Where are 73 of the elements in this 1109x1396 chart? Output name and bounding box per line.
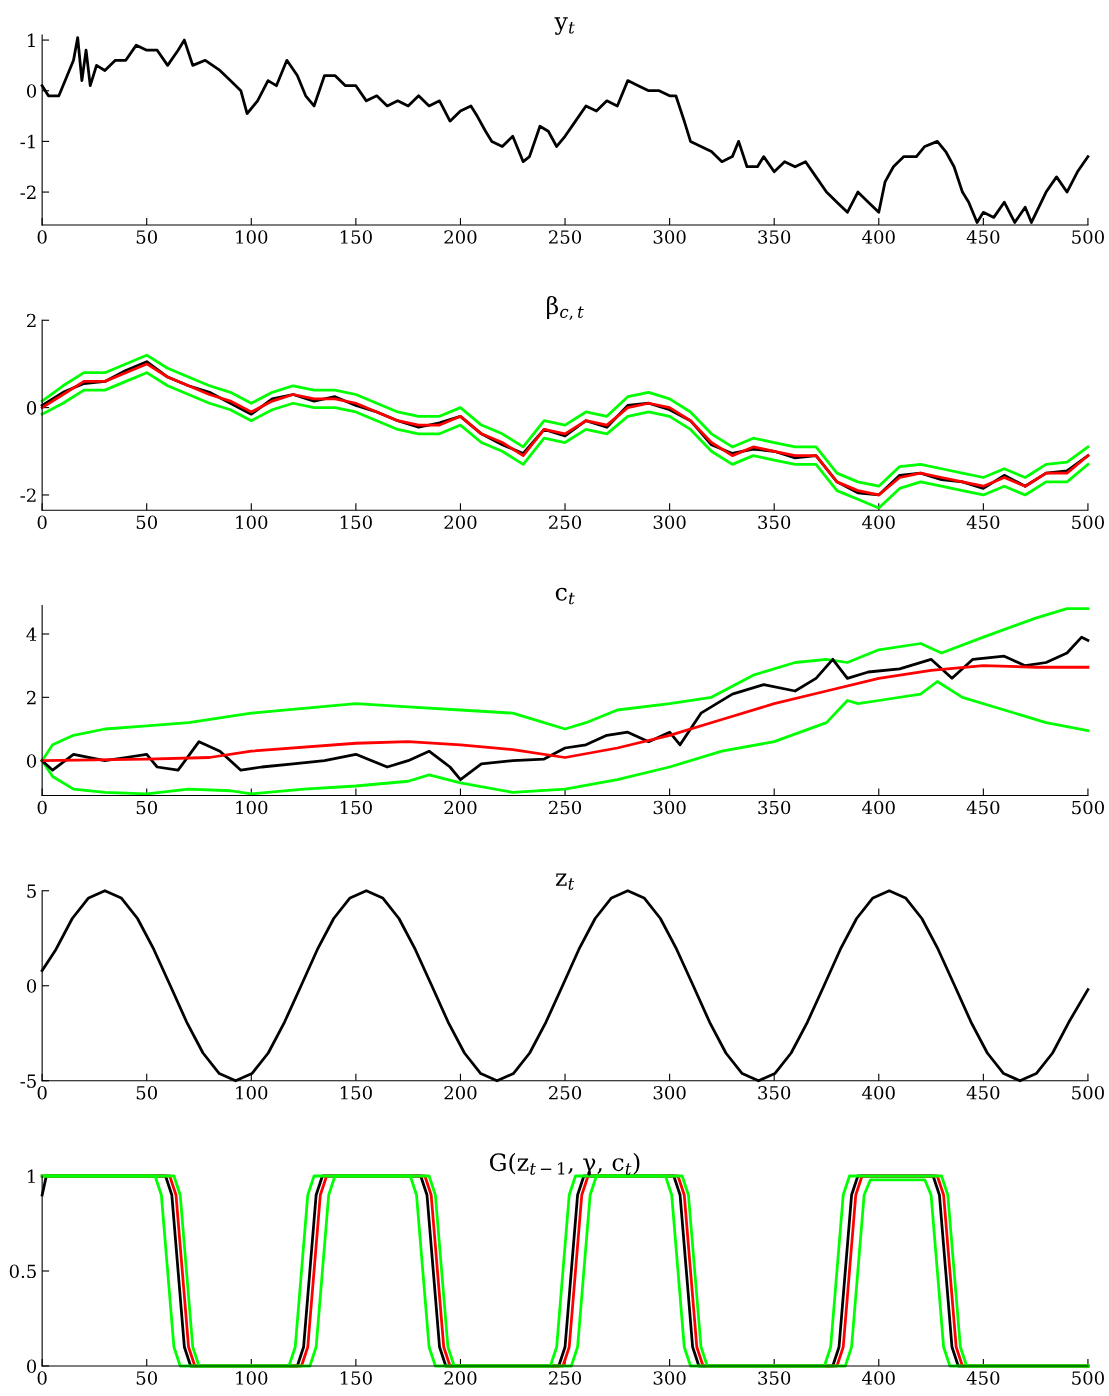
x-tick-label: 450	[966, 1085, 1000, 1100]
x-tick-label: 100	[236, 1371, 268, 1385]
x-tick-label: 200	[444, 800, 477, 815]
y-tick-label: 0.5	[9, 1264, 36, 1279]
x-tick-label: 500	[1072, 1085, 1104, 1100]
x-tick-label: 150	[340, 800, 372, 815]
x-tick-label: 300	[653, 1371, 686, 1385]
x-tick-label: 100	[236, 515, 268, 530]
y-tick-label: 0	[26, 754, 37, 768]
x-tick-label: 50	[136, 515, 158, 530]
x-tick-label: 400	[862, 1085, 895, 1100]
x-tick-label: 450	[966, 515, 1000, 530]
x-tick-label: 200	[444, 515, 477, 530]
x-tick-label: 400	[862, 230, 895, 244]
x-tick-label: 450	[966, 1371, 1000, 1385]
chart-title: β$_{c,t}$	[547, 295, 584, 320]
y-tick-label: 2	[27, 313, 36, 328]
chart-title: y$_{t}$	[554, 17, 575, 35]
y-tick-label: 4	[26, 627, 37, 641]
y-tick-label: -1	[20, 134, 35, 149]
y-tick-label: -2	[20, 185, 36, 199]
y-tick-label: 2	[27, 690, 36, 705]
x-tick-label: 50	[136, 230, 158, 244]
y-tick-label: 0	[26, 84, 37, 98]
x-tick-label: 450	[966, 800, 1000, 815]
x-tick-label: 50	[136, 1085, 158, 1100]
x-tick-label: 350	[758, 230, 791, 244]
chart-title: G(z$_{t−1}$, γ, c$_{t}$)	[489, 1152, 640, 1176]
y-tick-label: 1	[28, 1169, 35, 1183]
x-tick-label: 500	[1072, 515, 1104, 530]
x-tick-label: 300	[653, 800, 686, 815]
x-tick-label: 250	[549, 515, 582, 530]
y-tick-label: 5	[27, 884, 36, 898]
x-tick-label: 500	[1072, 1371, 1104, 1385]
x-tick-label: 150	[340, 515, 372, 530]
chart-title: z$_{t}$	[555, 873, 575, 890]
x-tick-label: 0	[37, 1371, 47, 1385]
x-tick-label: 100	[236, 1085, 268, 1100]
x-tick-label: 250	[549, 1371, 582, 1385]
x-tick-label: 100	[236, 800, 268, 815]
x-tick-label: 300	[653, 515, 686, 530]
x-tick-label: 300	[653, 1085, 686, 1100]
y-tick-label: -5	[20, 1074, 36, 1088]
x-tick-label: 250	[549, 1085, 582, 1100]
x-tick-label: 400	[862, 1371, 895, 1385]
x-tick-label: 350	[758, 1371, 791, 1385]
x-tick-label: 250	[549, 800, 582, 815]
y-tick-label: 0	[26, 1359, 37, 1374]
x-tick-label: 100	[236, 230, 268, 244]
x-tick-label: 50	[136, 1371, 158, 1385]
x-tick-label: 450	[966, 230, 1000, 244]
y-tick-label: -2	[20, 488, 36, 502]
x-tick-label: 500	[1072, 800, 1104, 815]
x-tick-label: 200	[444, 230, 477, 244]
x-tick-label: 200	[444, 1085, 477, 1100]
x-tick-label: 150	[340, 1085, 372, 1100]
y-tick-label: 1	[28, 33, 35, 47]
x-tick-label: 150	[340, 230, 372, 244]
y-tick-label: 0	[26, 401, 37, 415]
x-tick-label: 150	[340, 1371, 372, 1385]
x-tick-label: 400	[862, 515, 895, 530]
x-tick-label: 50	[136, 800, 158, 815]
x-tick-label: 400	[862, 800, 895, 815]
y-tick-label: 0	[26, 979, 37, 993]
x-tick-label: 300	[653, 230, 686, 244]
chart-title: c$_{t}$	[555, 587, 575, 605]
x-tick-label: 0	[37, 230, 47, 244]
x-tick-label: 250	[549, 230, 582, 244]
x-tick-label: 500	[1072, 230, 1104, 244]
x-tick-label: 200	[444, 1371, 477, 1385]
x-tick-label: 350	[758, 1085, 791, 1100]
x-tick-label: 350	[758, 515, 791, 530]
x-tick-label: 350	[758, 800, 791, 815]
